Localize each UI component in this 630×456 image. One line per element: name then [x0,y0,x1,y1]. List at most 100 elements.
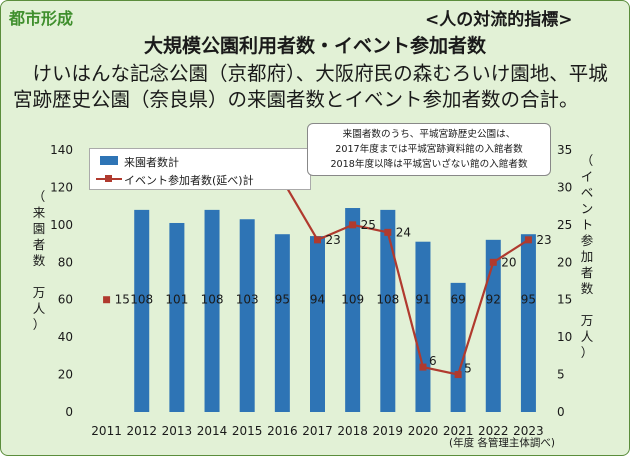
bar [450,282,466,412]
x-tick-label: 2016 [267,424,298,438]
marker-swatch-icon [105,175,112,182]
y-axis-right-label-char: ン [580,201,594,216]
y-axis-left-label-char [31,269,47,285]
y-left-tick-label: 100 [50,218,73,232]
y-right-tick-label: 5 [557,368,565,382]
line-point [524,236,532,244]
y-left-tick-label: 60 [58,293,73,307]
y-axis-left-label-char: 人 [32,301,46,316]
bar-data-label: 95 [275,293,290,307]
bar [310,236,325,412]
bar-data-label: 108 [201,293,224,307]
line-point [419,363,427,371]
x-tick-label: 2017 [302,424,333,438]
y-axis-left-label-char: 来 [32,205,46,220]
y-left-tick-label: 140 [50,143,73,157]
bar-swatch-icon [100,156,118,165]
legend-label: イベント参加者数(延べ)計 [124,174,254,187]
bar [485,239,501,412]
bar-data-label: 103 [236,293,259,307]
category-label: 都市形成 [9,9,74,28]
y-axis-right-label-char: ト [580,217,594,232]
line-data-label: 20 [501,255,516,269]
bar [274,234,290,412]
note-line: 2018年度以降は平城宮いざない館の入館者数 [330,159,528,170]
bar-data-label: 108 [130,293,153,307]
line-data-label: 15 [115,293,130,307]
line-data-label: 5 [464,362,472,376]
bar-data-label: 109 [341,293,364,307]
y-axis-left-label: （来園者数 万人） [31,189,47,333]
bar-data-label: 108 [376,293,399,307]
x-tick-label: 2023 [513,424,544,438]
y-axis-right-label-char: 参 [580,233,594,248]
line-point [103,296,111,304]
y-axis-right-label: （イベント参加者数 万人） [579,153,595,361]
line-point [349,221,357,229]
y-axis-right-label-char: （ [580,153,594,168]
y-axis-left-label-char: 者 [32,237,46,252]
line-series [281,179,530,376]
line-point [489,258,497,266]
y-axis-left-label-char: ） [32,317,46,332]
y-right-tick-label: 0 [557,405,565,419]
x-tick-label: 2022 [478,424,509,438]
chart-legend: 来園者数計 イベント参加者数(延べ)計 [89,148,311,190]
x-tick-label: 2011 [91,424,122,438]
y-axis-right-label-char: ） [580,345,594,360]
y-axis-right-label-char: 加 [580,249,594,264]
y-axis-right-label-char: 万 [580,313,594,328]
x-tick-label: 2014 [197,424,228,438]
legend-label: 来園者数計 [124,156,179,169]
page-title: 大規模公園利用者数・イベント参加者数 [143,35,486,57]
y-axis-left-label-char: 数 [32,253,46,268]
y-axis-right-label-char: 人 [580,329,594,344]
bar [345,208,361,412]
y-axis-left-label-char: 万 [32,285,46,300]
y-right-tick-label: 35 [557,143,572,157]
indicator-label: <人の対流的指標> [425,10,573,30]
y-axis-right-label-char: イ [580,169,594,184]
y-axis-right-label-char: ベ [580,185,594,200]
y-axis-right-label-char: 者 [580,265,594,280]
bar-data-label: 94 [310,293,325,307]
y-right-tick-label: 30 [557,180,572,194]
x-tick-label: 2020 [408,424,439,438]
note-line: 来園者数のうち、平城宮跡歴史公園は、 [342,129,516,140]
bar-data-label: 101 [165,293,188,307]
source-note: (年度 各管理主体調べ) [449,437,556,449]
line-data-label: 25 [361,218,376,232]
line-data-label: 23 [536,233,551,247]
bar [415,241,431,412]
description-text: けいはんな記念公園（京都府）、大阪府民の森むろいけ園地、平城宮跡歴史公園（奈良県… [13,62,608,111]
bar [169,222,185,412]
x-tick-label: 2015 [232,424,263,438]
y-axis-left-label-char: 園 [32,221,46,236]
y-left-tick-label: 80 [58,255,73,269]
y-axis-right-label-char [579,297,595,313]
bar-data-label: 95 [521,293,536,307]
bar [134,209,150,412]
y-left-tick-label: 20 [58,368,73,382]
x-tick-label: 2013 [162,424,193,438]
bar [239,219,255,412]
bar [380,209,396,412]
y-left-tick-label: 0 [65,405,73,419]
y-right-tick-label: 10 [557,330,572,344]
line-point [454,371,462,379]
x-tick-label: 2018 [337,424,368,438]
y-right-tick-label: 20 [557,255,572,269]
y-axis-left-label-char: （ [32,189,46,204]
y-axis-right-label-char: 数 [580,281,594,296]
line-point [314,236,321,244]
x-tick-label: 2021 [443,424,474,438]
chart-note: 来園者数のうち、平城宮跡歴史公園は、 2017年度までは平城宮跡資料館の入館者数… [307,123,551,176]
line-data-label: 6 [429,354,437,368]
x-tick-label: 2019 [373,424,404,438]
line-data-label: 23 [326,233,341,247]
bar [520,234,536,412]
bar-data-label: 92 [486,293,501,307]
y-right-tick-label: 25 [557,218,572,232]
